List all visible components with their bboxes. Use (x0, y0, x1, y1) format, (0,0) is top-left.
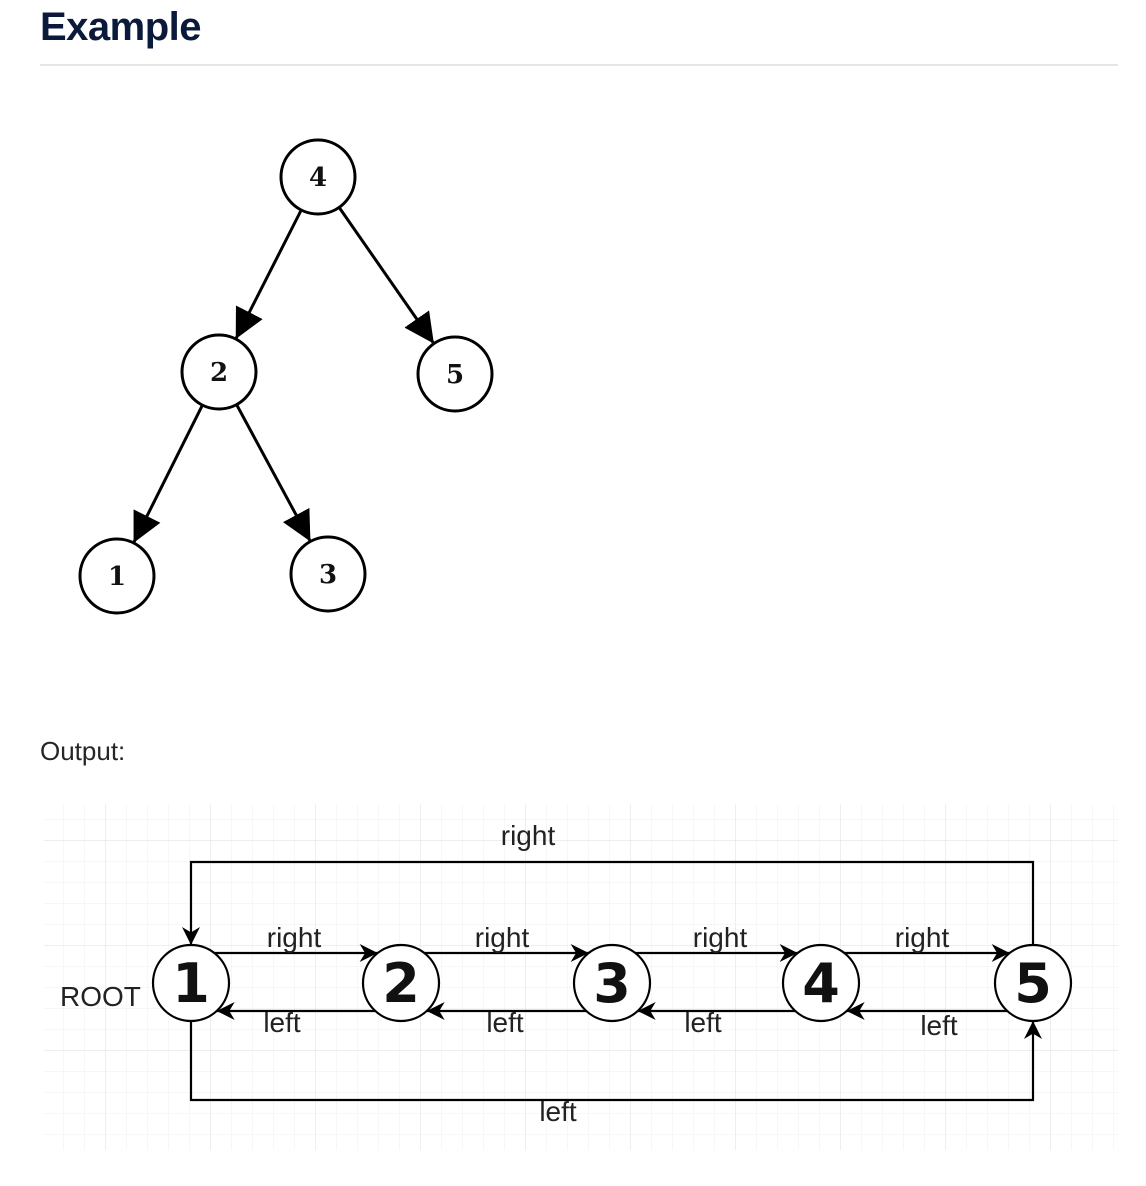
tree-node-label-4: 4 (309, 163, 327, 193)
root-label: ROOT (60, 981, 141, 1012)
list-node-2 (361, 943, 441, 1023)
tree-node-1 (78, 537, 156, 615)
page-heading: Example (40, 5, 202, 49)
list-node-label-1: 1 (172, 952, 210, 1015)
wrap-right-edge-5-1 (182, 860, 1035, 945)
tree-node-label-3: 3 (319, 560, 337, 590)
doubly-linked-list-diagram: right right right right left left left left righ… (60, 820, 1073, 1127)
list-node-label-5: 5 (1014, 952, 1052, 1015)
left-label-2: left (486, 1007, 524, 1038)
right-label-2: right (475, 922, 530, 953)
list-node-label-4: 4 (802, 952, 840, 1015)
right-label-3: right (693, 922, 748, 953)
list-node-label-2: 2 (382, 952, 420, 1015)
list-node-5 (993, 943, 1073, 1023)
tree-edge-2-3 (235, 403, 312, 543)
tree-node-5 (416, 335, 494, 413)
wrap-left-edge-1-5 (189, 1021, 1042, 1102)
list-node-1 (151, 943, 231, 1023)
right-label-1: right (267, 922, 322, 953)
left-label-3: left (684, 1007, 722, 1038)
wrap-right-label: right (501, 820, 556, 851)
tree-node-2 (180, 333, 258, 411)
tree-edge-2-1 (132, 404, 204, 544)
list-node-label-3: 3 (593, 952, 631, 1015)
left-label-1: left (263, 1007, 301, 1038)
tree-edge-4-2 (234, 209, 303, 340)
tree-node-4 (279, 138, 357, 216)
tree-edge-4-5 (337, 206, 436, 345)
right-label-4: right (895, 922, 950, 953)
binary-tree-diagram: 4 2 5 1 3 (78, 138, 494, 615)
tree-node-3 (289, 535, 367, 613)
output-label: Output: (40, 736, 126, 766)
list-node-4 (781, 943, 861, 1023)
left-label-4: left (920, 1010, 958, 1041)
tree-node-label-1: 1 (108, 562, 126, 592)
tree-node-label-2: 2 (210, 358, 228, 388)
list-node-3 (572, 943, 652, 1023)
heading-divider (40, 64, 1118, 66)
tree-node-label-5: 5 (446, 360, 464, 390)
wrap-left-label: left (539, 1096, 577, 1127)
